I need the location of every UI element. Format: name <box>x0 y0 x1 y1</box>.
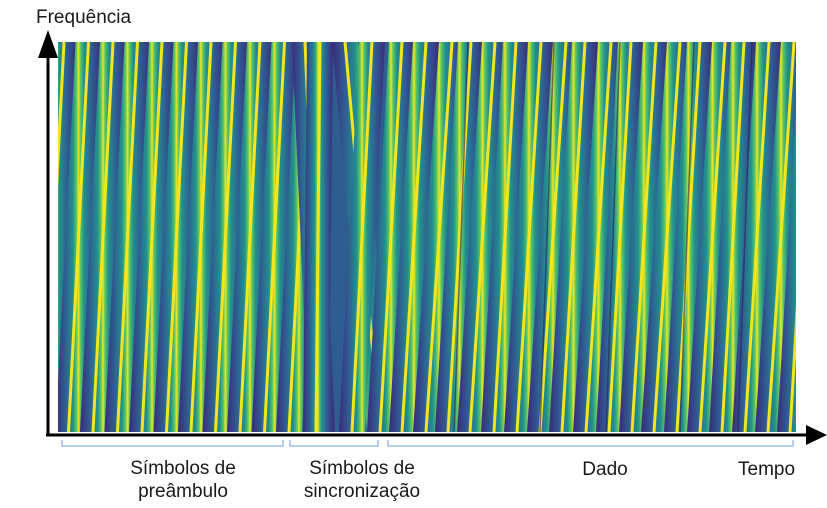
data-chirp-line <box>698 42 727 432</box>
preamble-bracket <box>61 440 284 447</box>
preamble-chirp-line <box>189 42 213 432</box>
data-chirp-line <box>468 42 497 432</box>
data-chirp-line <box>400 42 428 432</box>
sync-label: Símbolos de sincronização <box>283 457 441 503</box>
data-chirp-line <box>788 304 796 432</box>
preamble-label-line1: Símbolos de <box>130 458 236 479</box>
data-chirp-line <box>607 42 633 432</box>
sync-chirp-line <box>314 42 322 432</box>
preamble-chirp-line <box>165 42 188 432</box>
data-symbol-boundary <box>737 42 753 432</box>
preamble-chirp-line <box>116 42 139 432</box>
sync-chirp-line <box>350 42 374 432</box>
data-chirp-line <box>584 42 613 432</box>
preamble-chirp-line <box>58 42 66 189</box>
preamble-chirp-line <box>20 42 40 432</box>
data-bracket <box>387 440 794 447</box>
y-axis-arrowhead <box>38 30 58 58</box>
data-chirp-line <box>538 42 568 432</box>
preamble-label: Símbolos de preâmbulo <box>98 457 268 503</box>
preamble-chirp-line <box>140 42 164 432</box>
preamble-chirp-line <box>67 42 90 432</box>
data-chirp-line <box>652 42 682 432</box>
data-chirp-line <box>446 42 473 432</box>
y-axis-label: Frequência <box>36 7 132 28</box>
data-chirp-line <box>743 42 771 432</box>
data-chirp-line <box>378 42 404 432</box>
data-label: Dado <box>582 459 628 480</box>
preamble-chirp-line <box>238 42 262 432</box>
preamble-chirp-line <box>263 42 286 432</box>
preamble-chirp-line <box>214 42 237 432</box>
sync-bracket <box>289 440 379 447</box>
chirp-layer <box>7 42 796 432</box>
data-symbol-boundary <box>605 42 621 432</box>
data-chirp-line <box>492 42 518 432</box>
sync-label-line2: sincronização <box>303 481 421 502</box>
preamble-chirp-line <box>91 42 115 432</box>
preamble-label-line2: preâmbulo <box>138 481 228 502</box>
data-chirp-line <box>720 42 746 432</box>
preamble-chirp-band <box>7 42 53 432</box>
data-chirp-line <box>515 42 543 432</box>
data-symbol-boundary <box>679 42 695 432</box>
data-symbol-boundary <box>453 42 469 432</box>
data-chirp-band <box>777 109 796 432</box>
data-symbol-boundary <box>539 42 555 432</box>
sync-label-line1: Símbolos de <box>309 458 415 479</box>
data-chirp-line <box>675 42 702 432</box>
data-chirp-line <box>630 42 658 432</box>
data-chirp-line <box>560 42 587 432</box>
x-axis-arrowhead <box>806 425 827 445</box>
spectrogram <box>7 42 796 432</box>
data-chirp-line <box>424 42 454 432</box>
x-axis-label: Tempo <box>738 459 796 480</box>
data-chirp-line <box>766 42 796 432</box>
